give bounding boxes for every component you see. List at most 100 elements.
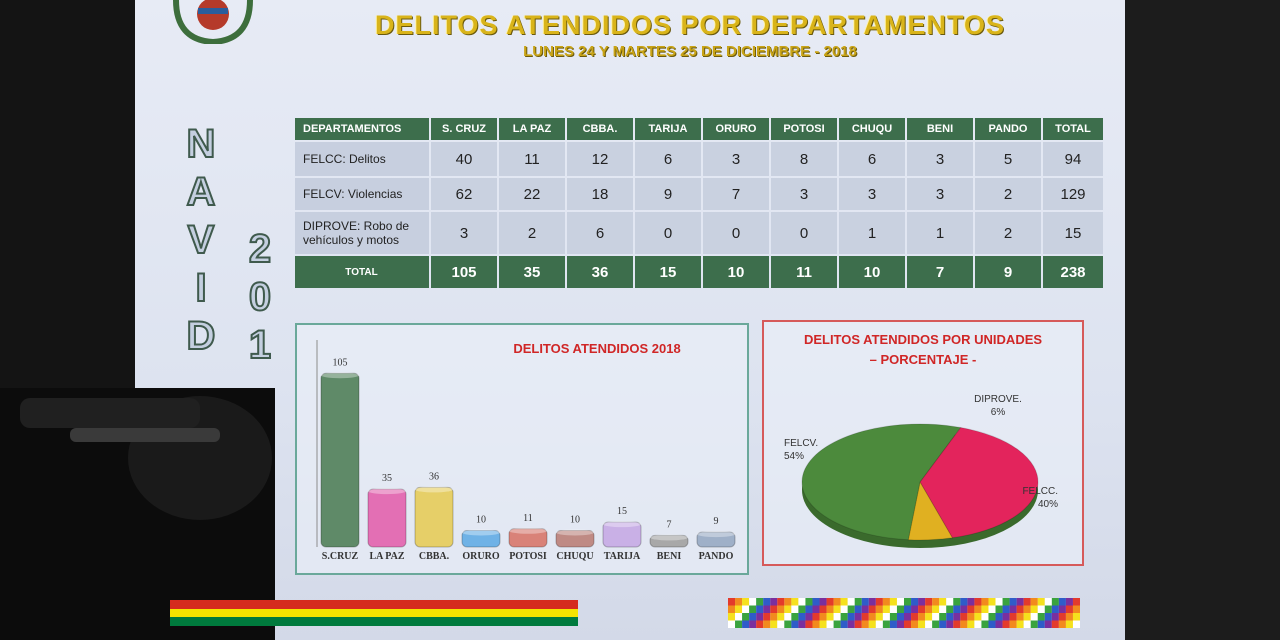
row-label-line: DIPROVE: Robo de: [303, 219, 410, 233]
table-row: FELCC: Delitos 40 11 12 6 3 8 6 3 5 94: [295, 142, 1103, 176]
wiphala-square: [770, 605, 778, 613]
table-row: FELCV: Violencias 62 22 18 9 7 3 3 3 2 1…: [295, 178, 1103, 210]
pie-slice-percent: 40%: [1038, 499, 1058, 510]
wiphala-square: [1044, 605, 1052, 613]
wiphala-square: [840, 620, 848, 628]
wiphala-square: [896, 613, 904, 621]
wiphala-square: [756, 605, 764, 613]
row-label: FELCC: Delitos: [295, 142, 429, 176]
total-label: TOTAL: [295, 256, 429, 288]
wiphala-square: [784, 598, 792, 606]
wiphala-square: [805, 620, 813, 628]
pie-chart-panel: DELITOS ATENDIDOS POR UNIDADES – PORCENT…: [762, 320, 1084, 566]
wiphala-square: [1009, 620, 1017, 628]
bar-top: [509, 527, 547, 534]
wiphala-square: [777, 598, 785, 606]
wiphala-square: [798, 620, 806, 628]
total-cell: 35: [499, 256, 565, 288]
dark-wall: [1125, 0, 1280, 640]
table-cell: 6: [635, 142, 701, 176]
wiphala-square: [763, 598, 771, 606]
table-cell: 94: [1043, 142, 1103, 176]
wiphala-square: [967, 605, 975, 613]
wiphala-square: [946, 613, 954, 621]
wiphala-square: [847, 613, 855, 621]
wiphala-square: [868, 605, 876, 613]
wiphala-square: [925, 620, 933, 628]
bar: [461, 529, 501, 548]
page-title: DELITOS ATENDIDOS POR DEPARTAMENTOS: [374, 10, 1006, 40]
bar-value-label: 35: [382, 473, 392, 484]
wiphala-square: [798, 605, 806, 613]
wiphala-square: [1044, 598, 1052, 606]
bar: [320, 372, 360, 548]
wiphala-square: [1065, 613, 1073, 621]
table-row: DIPROVE: Robo de vehículos y motos 3 2 6 …: [295, 212, 1103, 254]
wiphala-square: [960, 598, 968, 606]
wiphala-square: [1016, 598, 1024, 606]
wiphala-square: [777, 620, 785, 628]
wiphala-square: [861, 620, 869, 628]
table-cell: 11: [499, 142, 565, 176]
table-cell: 22: [499, 178, 565, 210]
table-cell: 18: [567, 178, 633, 210]
wiphala-square: [1051, 598, 1059, 606]
wiphala-square: [868, 598, 876, 606]
bolivia-flag-stripe: [170, 600, 578, 626]
wiphala-square: [995, 620, 1003, 628]
wiphala-square: [1030, 605, 1038, 613]
bar-value-label: 36: [429, 471, 439, 482]
table-cell: 2: [975, 212, 1041, 254]
table-cell: 62: [431, 178, 497, 210]
wiphala-square: [882, 598, 890, 606]
wiphala-square: [911, 605, 919, 613]
wiphala-square: [1037, 598, 1045, 606]
wiphala-square: [932, 620, 940, 628]
category-label: CBBA.: [419, 551, 450, 562]
table-cell: 3: [907, 178, 973, 210]
wiphala-square: [1072, 620, 1080, 628]
wiphala-square: [805, 605, 813, 613]
wiphala-square: [904, 598, 912, 606]
wiphala-square: [953, 620, 961, 628]
column-header: CBBA.: [567, 118, 633, 140]
wiphala-square: [784, 613, 792, 621]
wiphala-square: [735, 598, 743, 606]
pie-slice-percent: 6%: [991, 407, 1006, 418]
wiphala-square: [889, 613, 897, 621]
wiphala-square: [981, 613, 989, 621]
wiphala-square: [904, 613, 912, 621]
wiphala-square: [854, 598, 862, 606]
table-total-row: TOTAL 105 35 36 15 10 11 10 7 9 238: [295, 256, 1103, 288]
wiphala-square: [833, 605, 841, 613]
category-label: CHUQU: [556, 551, 593, 562]
wiphala-square: [953, 613, 961, 621]
table-cell: 2: [499, 212, 565, 254]
wiphala-square: [967, 598, 975, 606]
wiphala-flag-stripe: [728, 598, 1080, 628]
total-cell: 238: [1043, 256, 1103, 288]
table-cell: 2: [975, 178, 1041, 210]
wiphala-square: [1037, 605, 1045, 613]
wiphala-square: [974, 620, 982, 628]
category-label: PANDO: [699, 551, 734, 562]
wiphala-square: [819, 613, 827, 621]
wiphala-square: [742, 613, 750, 621]
wiphala-square: [918, 598, 926, 606]
wiphala-square: [791, 620, 799, 628]
table-cell: 3: [771, 178, 837, 210]
wiphala-square: [925, 598, 933, 606]
table-cell: 40: [431, 142, 497, 176]
wiphala-square: [904, 620, 912, 628]
wiphala-square: [939, 598, 947, 606]
bar-top: [697, 531, 735, 538]
wiphala-square: [1058, 620, 1066, 628]
total-cell: 10: [703, 256, 769, 288]
navidad-letter: A: [186, 169, 217, 215]
wiphala-square: [819, 605, 827, 613]
wiphala-square: [904, 605, 912, 613]
wiphala-square: [847, 620, 855, 628]
wiphala-square: [868, 620, 876, 628]
wiphala-square: [840, 598, 848, 606]
bar-value-label: 11: [523, 513, 533, 524]
